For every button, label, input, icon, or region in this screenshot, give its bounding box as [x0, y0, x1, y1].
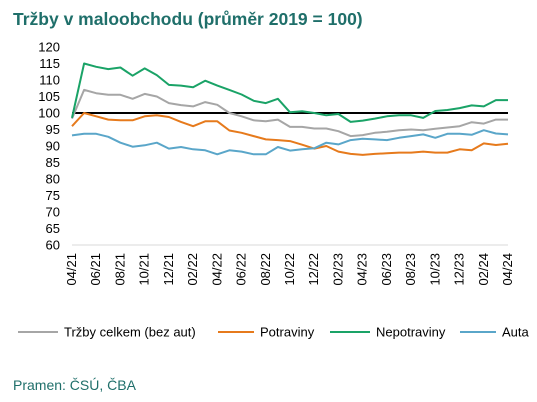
- series-line: [71, 112, 509, 156]
- x-tick-label: 04/22: [209, 253, 224, 286]
- chart-title: Tržby v maloobchodu (průměr 2019 = 100): [13, 9, 363, 29]
- y-tick-label: 85: [46, 155, 60, 170]
- x-tick-label: 06/23: [379, 253, 394, 286]
- series-layer: [71, 62, 509, 156]
- x-tick-label: 08/21: [112, 253, 127, 286]
- x-axis: 04/21 06/21 08/21 10/21 12/21 02/22 04/22 06/22…: [64, 244, 515, 286]
- y-tick-label: 65: [46, 221, 60, 236]
- y-tick-label: 90: [46, 139, 60, 154]
- x-tick-label: 08/23: [403, 253, 418, 286]
- x-tick-label: 10/22: [282, 253, 297, 286]
- y-tick-label: 95: [46, 122, 60, 137]
- x-tick-label: 04/21: [64, 253, 79, 286]
- series-line: [71, 62, 508, 123]
- x-tick-label: 12/21: [161, 253, 176, 286]
- x-tick-label: 02/22: [185, 253, 200, 286]
- y-tick-label: 70: [46, 205, 60, 220]
- legend-label: Potraviny: [260, 325, 315, 340]
- legend-label: Tržby celkem (bez aut): [64, 325, 196, 340]
- x-tick-label: 12/23: [452, 253, 467, 286]
- x-tick-label: 10/21: [137, 253, 152, 286]
- y-tick-label: 115: [39, 56, 60, 71]
- y-tick-label: 75: [46, 188, 60, 203]
- x-tick-label: 06/22: [234, 253, 249, 286]
- source-note: Pramen: ČSÚ, ČBA: [13, 377, 136, 393]
- x-tick-label: 04/24: [500, 253, 515, 286]
- legend-label: Auta: [502, 325, 530, 340]
- y-tick-label: 60: [46, 238, 60, 253]
- x-tick-label: 10/23: [427, 253, 442, 286]
- series-line: [71, 88, 508, 138]
- legend: Tržby celkem (bez aut) Potraviny Nepotravi…: [18, 325, 530, 340]
- x-tick-label: 12/22: [306, 253, 321, 286]
- legend-label: Nepotraviny: [376, 325, 446, 340]
- y-tick-label: 120: [38, 40, 60, 55]
- series-line: [71, 129, 509, 156]
- x-tick-label: 06/21: [88, 253, 103, 286]
- x-tick-label: 04/23: [355, 253, 370, 286]
- x-tick-label: 02/24: [476, 253, 491, 286]
- x-tick-label: 02/23: [330, 253, 345, 286]
- y-tick-label: 105: [38, 89, 60, 104]
- y-tick-label: 110: [39, 73, 60, 88]
- x-tick-label: 08/22: [258, 253, 273, 286]
- y-tick-label: 80: [46, 172, 60, 187]
- y-tick-label: 100: [38, 106, 60, 121]
